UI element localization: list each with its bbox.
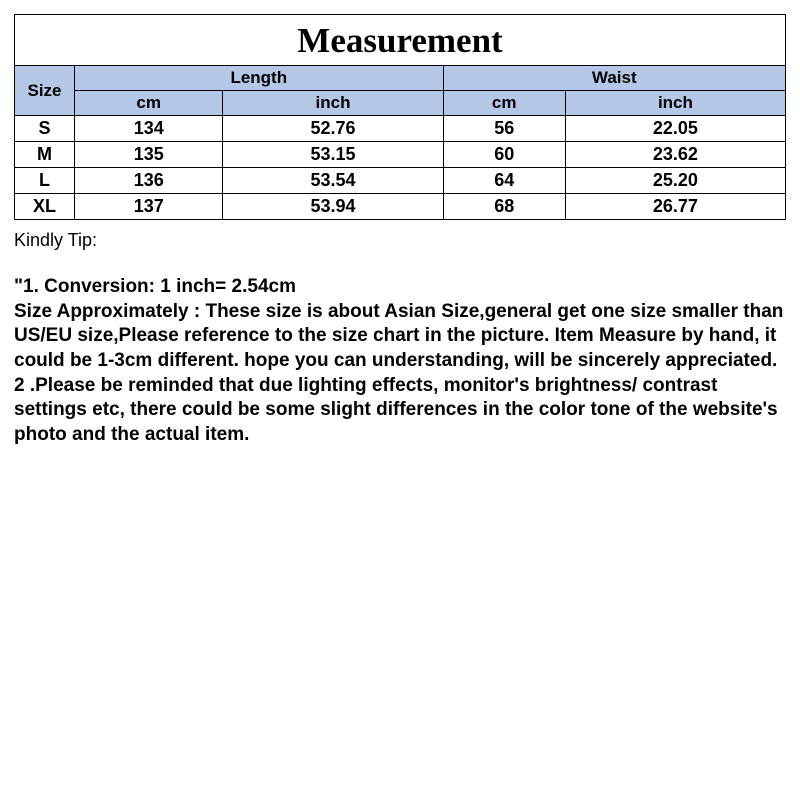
cell-size: S (15, 116, 75, 142)
cell-waist-cm: 60 (443, 142, 565, 168)
cell-length-cm: 136 (75, 168, 223, 194)
cell-waist-cm: 56 (443, 116, 565, 142)
cell-length-in: 53.94 (223, 194, 443, 220)
cell-waist-in: 26.77 (565, 194, 785, 220)
cell-size: M (15, 142, 75, 168)
cell-waist-cm: 68 (443, 194, 565, 220)
measurement-table: Measurement Size Length Waist cm inch cm… (14, 14, 786, 220)
header-size: Size (15, 66, 75, 116)
note-line-3: 2 .Please be reminded that due lighting … (14, 375, 778, 445)
header-waist-cm: cm (443, 91, 565, 116)
cell-waist-in: 25.20 (565, 168, 785, 194)
header-waist-inch: inch (565, 91, 785, 116)
header-length-cm: cm (75, 91, 223, 116)
notes-section: Kindly Tip: "1. Conversion: 1 inch= 2.54… (0, 220, 800, 448)
table-row: L 136 53.54 64 25.20 (15, 168, 786, 194)
cell-length-in: 53.15 (223, 142, 443, 168)
cell-size: XL (15, 194, 75, 220)
header-waist: Waist (443, 66, 785, 91)
cell-waist-in: 22.05 (565, 116, 785, 142)
cell-length-in: 53.54 (223, 168, 443, 194)
cell-size: L (15, 168, 75, 194)
header-length: Length (75, 66, 444, 91)
cell-waist-cm: 64 (443, 168, 565, 194)
cell-length-cm: 134 (75, 116, 223, 142)
table-row: M 135 53.15 60 23.62 (15, 142, 786, 168)
cell-length-in: 52.76 (223, 116, 443, 142)
note-line-2: Size Approximately : These size is about… (14, 301, 783, 371)
table-row: XL 137 53.94 68 26.77 (15, 194, 786, 220)
table-row: S 134 52.76 56 22.05 (15, 116, 786, 142)
table-title: Measurement (15, 15, 786, 66)
note-line-1: "1. Conversion: 1 inch= 2.54cm (14, 276, 296, 297)
cell-length-cm: 137 (75, 194, 223, 220)
header-length-inch: inch (223, 91, 443, 116)
tip-label: Kindly Tip: (14, 230, 786, 251)
cell-length-cm: 135 (75, 142, 223, 168)
cell-waist-in: 23.62 (565, 142, 785, 168)
